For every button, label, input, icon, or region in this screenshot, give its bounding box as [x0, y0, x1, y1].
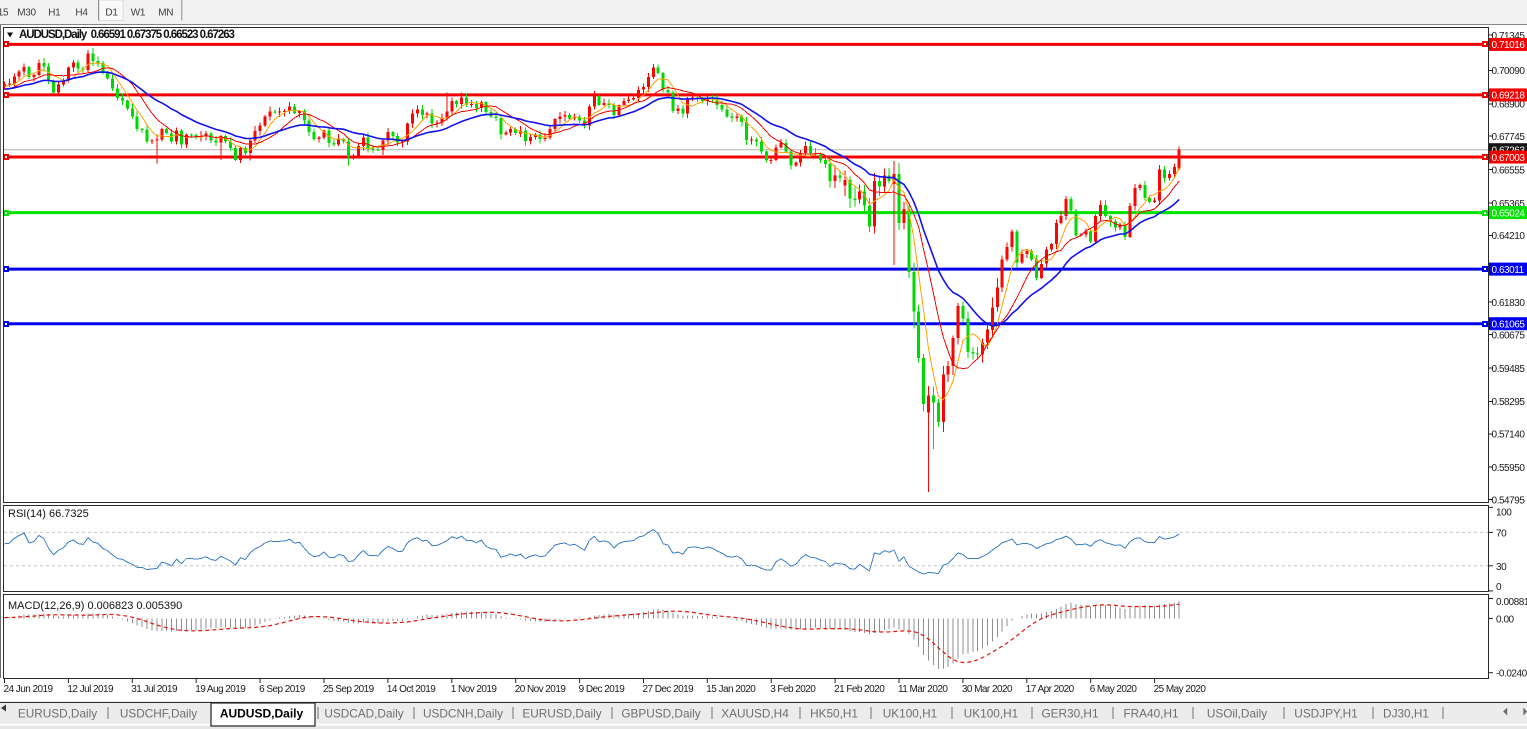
svg-text:EURUSD,Daily: EURUSD,Daily — [522, 707, 601, 721]
svg-text:1 Nov 2019: 1 Nov 2019 — [451, 684, 498, 695]
svg-text:GBPUSD,Daily: GBPUSD,Daily — [621, 707, 700, 721]
svg-text:0.65024: 0.65024 — [1492, 208, 1526, 219]
svg-text:0.71016: 0.71016 — [1492, 40, 1526, 51]
svg-text:11 Mar 2020: 11 Mar 2020 — [898, 684, 948, 695]
svg-text:0.00: 0.00 — [1496, 614, 1515, 625]
svg-text:0.55950: 0.55950 — [1492, 463, 1526, 474]
svg-text:17 Apr 2020: 17 Apr 2020 — [1026, 684, 1075, 695]
svg-text:0.69218: 0.69218 — [1492, 91, 1526, 102]
svg-text:DJ30,H1: DJ30,H1 — [1383, 707, 1429, 721]
svg-text:31 Jul 2019: 31 Jul 2019 — [131, 684, 178, 695]
svg-text:14 Oct 2019: 14 Oct 2019 — [387, 684, 436, 695]
svg-text:9 Dec 2019: 9 Dec 2019 — [579, 684, 626, 695]
svg-text:MN: MN — [158, 8, 173, 19]
svg-text:0.61830: 0.61830 — [1492, 298, 1526, 309]
svg-text:27 Dec 2019: 27 Dec 2019 — [643, 684, 695, 695]
svg-text:20 Nov 2019: 20 Nov 2019 — [515, 684, 567, 695]
svg-text:HK50,H1: HK50,H1 — [810, 707, 858, 721]
svg-text:30 Mar 2020: 30 Mar 2020 — [962, 684, 1013, 695]
svg-text:21 Feb 2020: 21 Feb 2020 — [834, 684, 885, 695]
svg-text:0.008815: 0.008815 — [1496, 597, 1527, 608]
svg-text:UK100,H1: UK100,H1 — [883, 707, 937, 721]
svg-text:0.61065: 0.61065 — [1492, 320, 1526, 331]
svg-text:GER30,H1: GER30,H1 — [1041, 707, 1098, 721]
svg-text:AUDUSD,Daily: AUDUSD,Daily — [220, 707, 304, 721]
svg-text:-0.02408: -0.02408 — [1496, 669, 1527, 680]
svg-text:USDCAD,Daily: USDCAD,Daily — [324, 707, 403, 721]
svg-text:USDCHF,Daily: USDCHF,Daily — [120, 707, 197, 721]
svg-text:RSI(14) 66.7325: RSI(14) 66.7325 — [8, 508, 89, 520]
svg-text:USDCNH,Daily: USDCNH,Daily — [423, 707, 503, 721]
svg-text:6 Sep 2019: 6 Sep 2019 — [259, 684, 306, 695]
svg-text:0.54795: 0.54795 — [1492, 496, 1526, 507]
svg-text:USDJPY,H1: USDJPY,H1 — [1294, 707, 1357, 721]
svg-text:UK100,H1: UK100,H1 — [964, 707, 1018, 721]
svg-text:0.66555: 0.66555 — [1492, 165, 1526, 176]
svg-text:19 Aug 2019: 19 Aug 2019 — [195, 684, 246, 695]
svg-text:25 May 2020: 25 May 2020 — [1154, 684, 1207, 695]
svg-text:FRA40,H1: FRA40,H1 — [1123, 707, 1178, 721]
svg-text:24 Jun 2019: 24 Jun 2019 — [4, 684, 54, 695]
svg-text:0.67003: 0.67003 — [1492, 153, 1526, 164]
svg-text:3 Feb 2020: 3 Feb 2020 — [770, 684, 816, 695]
svg-text:0.63011: 0.63011 — [1492, 265, 1525, 276]
svg-text:H1: H1 — [48, 8, 61, 19]
svg-text:0.60675: 0.60675 — [1492, 330, 1526, 341]
svg-text:0.59485: 0.59485 — [1492, 364, 1526, 375]
svg-text:H4: H4 — [75, 8, 88, 19]
svg-text:0.57140: 0.57140 — [1492, 430, 1526, 441]
svg-text:0: 0 — [1496, 582, 1502, 593]
svg-text:XAUUSD,H4: XAUUSD,H4 — [721, 707, 789, 721]
svg-text:0.67745: 0.67745 — [1492, 132, 1526, 143]
svg-text:0.58295: 0.58295 — [1492, 397, 1526, 408]
svg-text:D1: D1 — [105, 8, 118, 19]
svg-text:12 Jul 2019: 12 Jul 2019 — [67, 684, 114, 695]
svg-text:AUDUSD,Daily 0.66591 0.67375: AUDUSD,Daily 0.66591 0.67375 0.66523 0.6… — [19, 29, 235, 41]
svg-text:EURUSD,Daily: EURUSD,Daily — [18, 707, 97, 721]
svg-text:M30: M30 — [17, 8, 36, 19]
svg-text:W1: W1 — [131, 8, 146, 19]
svg-text:15: 15 — [0, 8, 9, 19]
svg-text:100: 100 — [1496, 508, 1512, 519]
svg-text:6 May 2020: 6 May 2020 — [1090, 684, 1138, 695]
svg-text:0.68900: 0.68900 — [1492, 100, 1526, 111]
svg-text:30: 30 — [1496, 562, 1507, 573]
svg-text:0.71345: 0.71345 — [1492, 31, 1526, 42]
svg-text:USOil,Daily: USOil,Daily — [1207, 707, 1267, 721]
svg-text:0.64210: 0.64210 — [1492, 231, 1526, 242]
svg-text:0.65365: 0.65365 — [1492, 199, 1526, 210]
svg-text:25 Sep 2019: 25 Sep 2019 — [323, 684, 375, 695]
svg-text:0.70090: 0.70090 — [1492, 66, 1526, 77]
svg-text:15 Jan 2020: 15 Jan 2020 — [706, 684, 756, 695]
svg-text:70: 70 — [1496, 528, 1507, 539]
svg-text:MACD(12,26,9) 0.006823 0.00539: MACD(12,26,9) 0.006823 0.005390 — [8, 600, 182, 612]
